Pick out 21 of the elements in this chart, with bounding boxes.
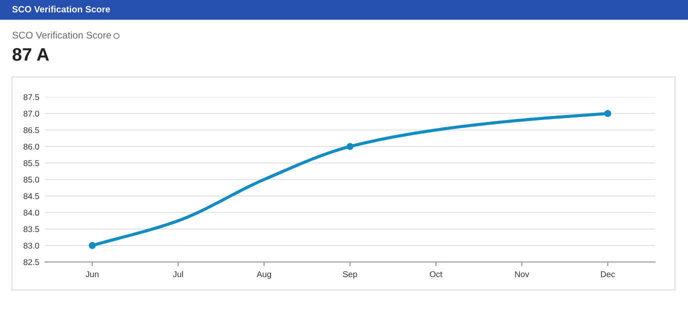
x-tick-label: Jun: [86, 271, 98, 278]
text: 87 A: [12, 48, 49, 61]
y-tick-label: 86.5: [24, 127, 40, 134]
x-tick-label: Aug: [256, 271, 271, 279]
y-tick-label: 85.5: [24, 160, 40, 166]
x-tick-label: Dec: [601, 271, 615, 278]
y-tick-label: 84.5: [24, 193, 40, 200]
y-tick-label: 86.0: [24, 144, 40, 150]
x-tick-label: Sep: [342, 271, 358, 279]
chart-subtitle: SCO Verification Score: [12, 6, 110, 12]
x-tick-label: Jul: [172, 271, 183, 278]
y-tick-label: 87.5: [24, 94, 40, 100]
y-tick-label: 83.5: [24, 226, 40, 232]
chart-title: SCO Verification Score: [12, 31, 111, 39]
x-tick-label: Oct: [430, 271, 442, 278]
x-tick-label: Nov: [515, 271, 530, 278]
y-tick-label: 82.5: [24, 259, 40, 266]
y-tick-label: 84.0: [24, 210, 40, 216]
y-tick-label: 87.0: [24, 110, 40, 117]
y-tick-label: 85.0: [24, 176, 40, 183]
y-tick-label: 83.0: [24, 242, 40, 249]
